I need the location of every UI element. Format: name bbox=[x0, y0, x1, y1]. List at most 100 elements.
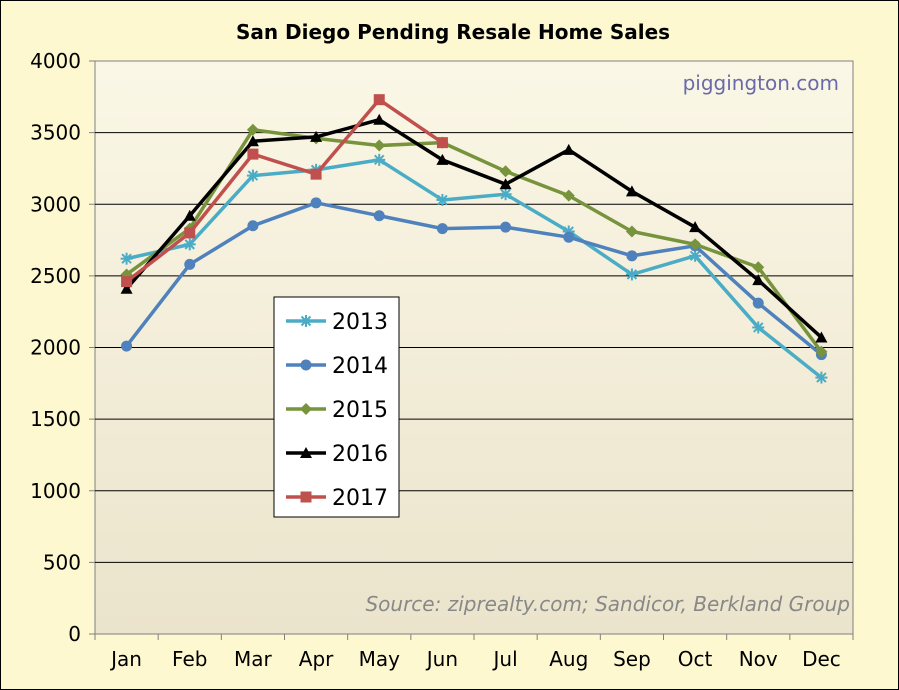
x-tick-label: Jul bbox=[492, 647, 518, 671]
legend-item-2016: 2016 bbox=[286, 442, 388, 467]
x-tick-label: Dec bbox=[802, 647, 841, 671]
series-2016 bbox=[120, 113, 828, 343]
data-point bbox=[689, 221, 702, 233]
legend-marker bbox=[300, 359, 312, 371]
data-point bbox=[310, 168, 322, 180]
legend-item-2015: 2015 bbox=[286, 398, 388, 423]
data-point bbox=[184, 227, 196, 239]
data-point bbox=[373, 153, 386, 166]
data-point bbox=[752, 261, 765, 274]
data-point bbox=[626, 250, 638, 262]
data-point bbox=[500, 221, 512, 233]
y-tick-label: 2000 bbox=[30, 336, 81, 360]
data-point bbox=[625, 268, 638, 281]
data-point bbox=[689, 249, 702, 262]
data-point bbox=[815, 331, 828, 343]
data-point bbox=[121, 340, 133, 352]
data-point bbox=[562, 189, 575, 202]
legend-label: 2017 bbox=[332, 486, 388, 511]
data-point bbox=[183, 238, 196, 251]
series-2014 bbox=[121, 197, 827, 361]
data-point bbox=[752, 274, 765, 286]
y-tick-label: 1500 bbox=[30, 407, 81, 431]
data-point bbox=[436, 137, 448, 149]
data-point bbox=[373, 113, 386, 125]
y-tick-label: 1000 bbox=[30, 479, 81, 503]
data-point bbox=[373, 210, 385, 222]
series-line-2013 bbox=[126, 158, 823, 379]
x-tick-label: Apr bbox=[299, 647, 334, 671]
data-point bbox=[499, 188, 512, 201]
data-point bbox=[247, 148, 259, 160]
data-point bbox=[625, 185, 638, 197]
legend-label: 2016 bbox=[332, 442, 388, 467]
legend-box bbox=[273, 296, 400, 518]
data-point bbox=[436, 193, 449, 206]
legend-item-2017: 2017 bbox=[286, 486, 388, 511]
data-point bbox=[689, 238, 702, 251]
data-point bbox=[815, 345, 828, 358]
data-point bbox=[184, 258, 196, 270]
series-group bbox=[120, 94, 828, 384]
legend-item-2013: 2013 bbox=[286, 310, 388, 335]
data-point bbox=[246, 169, 259, 182]
data-point bbox=[310, 130, 323, 142]
gridlines bbox=[95, 132, 853, 563]
legend-marker bbox=[300, 403, 312, 415]
data-point bbox=[120, 282, 133, 294]
y-tick-label: 2500 bbox=[30, 264, 81, 288]
data-point bbox=[752, 297, 764, 309]
x-tick-label: Oct bbox=[678, 647, 713, 671]
legend-marker bbox=[300, 447, 312, 458]
data-point bbox=[183, 209, 196, 221]
chart-title: San Diego Pending Resale Home Sales bbox=[236, 20, 670, 44]
data-point bbox=[373, 94, 385, 106]
legend: 2013 2014 2015 2016 2017 bbox=[273, 296, 400, 518]
legend-label: 2013 bbox=[332, 310, 388, 335]
x-tick-label: Mar bbox=[234, 647, 273, 671]
y-axis: 0 500 1000 1500 2000 2500 3000 3500 4000 bbox=[30, 49, 95, 646]
data-point bbox=[436, 223, 448, 235]
legend-label: 2015 bbox=[332, 398, 388, 423]
x-tick-label: Jun bbox=[425, 647, 458, 671]
data-point bbox=[247, 220, 259, 232]
data-point bbox=[436, 153, 449, 165]
data-point bbox=[373, 139, 386, 152]
legend-label: 2014 bbox=[332, 354, 388, 379]
data-point bbox=[752, 321, 765, 334]
data-point bbox=[625, 225, 638, 238]
data-point bbox=[815, 371, 828, 384]
x-tick-label: Sep bbox=[613, 647, 651, 671]
legend-marker bbox=[300, 315, 312, 327]
watermark: piggington.com bbox=[683, 71, 839, 95]
data-point bbox=[563, 231, 575, 243]
series-line-2014 bbox=[125, 201, 823, 357]
data-point bbox=[246, 135, 259, 147]
legend-item-2014: 2014 bbox=[286, 354, 388, 379]
y-tick-label: 500 bbox=[43, 550, 81, 574]
y-tick-label: 3000 bbox=[30, 192, 81, 216]
series-line-2017 bbox=[125, 97, 444, 283]
data-point bbox=[499, 178, 512, 190]
data-point bbox=[562, 143, 575, 155]
legend-marker bbox=[300, 491, 312, 503]
x-tick-label: Feb bbox=[172, 647, 207, 671]
series-line-2016 bbox=[125, 117, 823, 339]
y-tick-label: 4000 bbox=[30, 49, 81, 73]
data-point bbox=[246, 123, 259, 136]
x-tick-label: Jan bbox=[109, 647, 142, 671]
series-2017 bbox=[121, 94, 448, 288]
data-point bbox=[120, 252, 133, 265]
x-axis: Jan Feb Mar Apr May Jun Jul Aug Sep Oct Nov Dec bbox=[94, 634, 854, 671]
x-tick-label: Nov bbox=[739, 647, 778, 671]
x-tick-label: Aug bbox=[549, 647, 588, 671]
x-tick-label: May bbox=[359, 647, 401, 671]
data-point bbox=[499, 165, 512, 178]
series-line-2015 bbox=[125, 128, 823, 353]
source-note: Source: ziprealty.com; Sandicor, Berklan… bbox=[365, 592, 850, 616]
y-tick-label: 0 bbox=[68, 622, 81, 646]
y-tick-label: 3500 bbox=[30, 121, 81, 145]
data-point bbox=[121, 276, 133, 288]
